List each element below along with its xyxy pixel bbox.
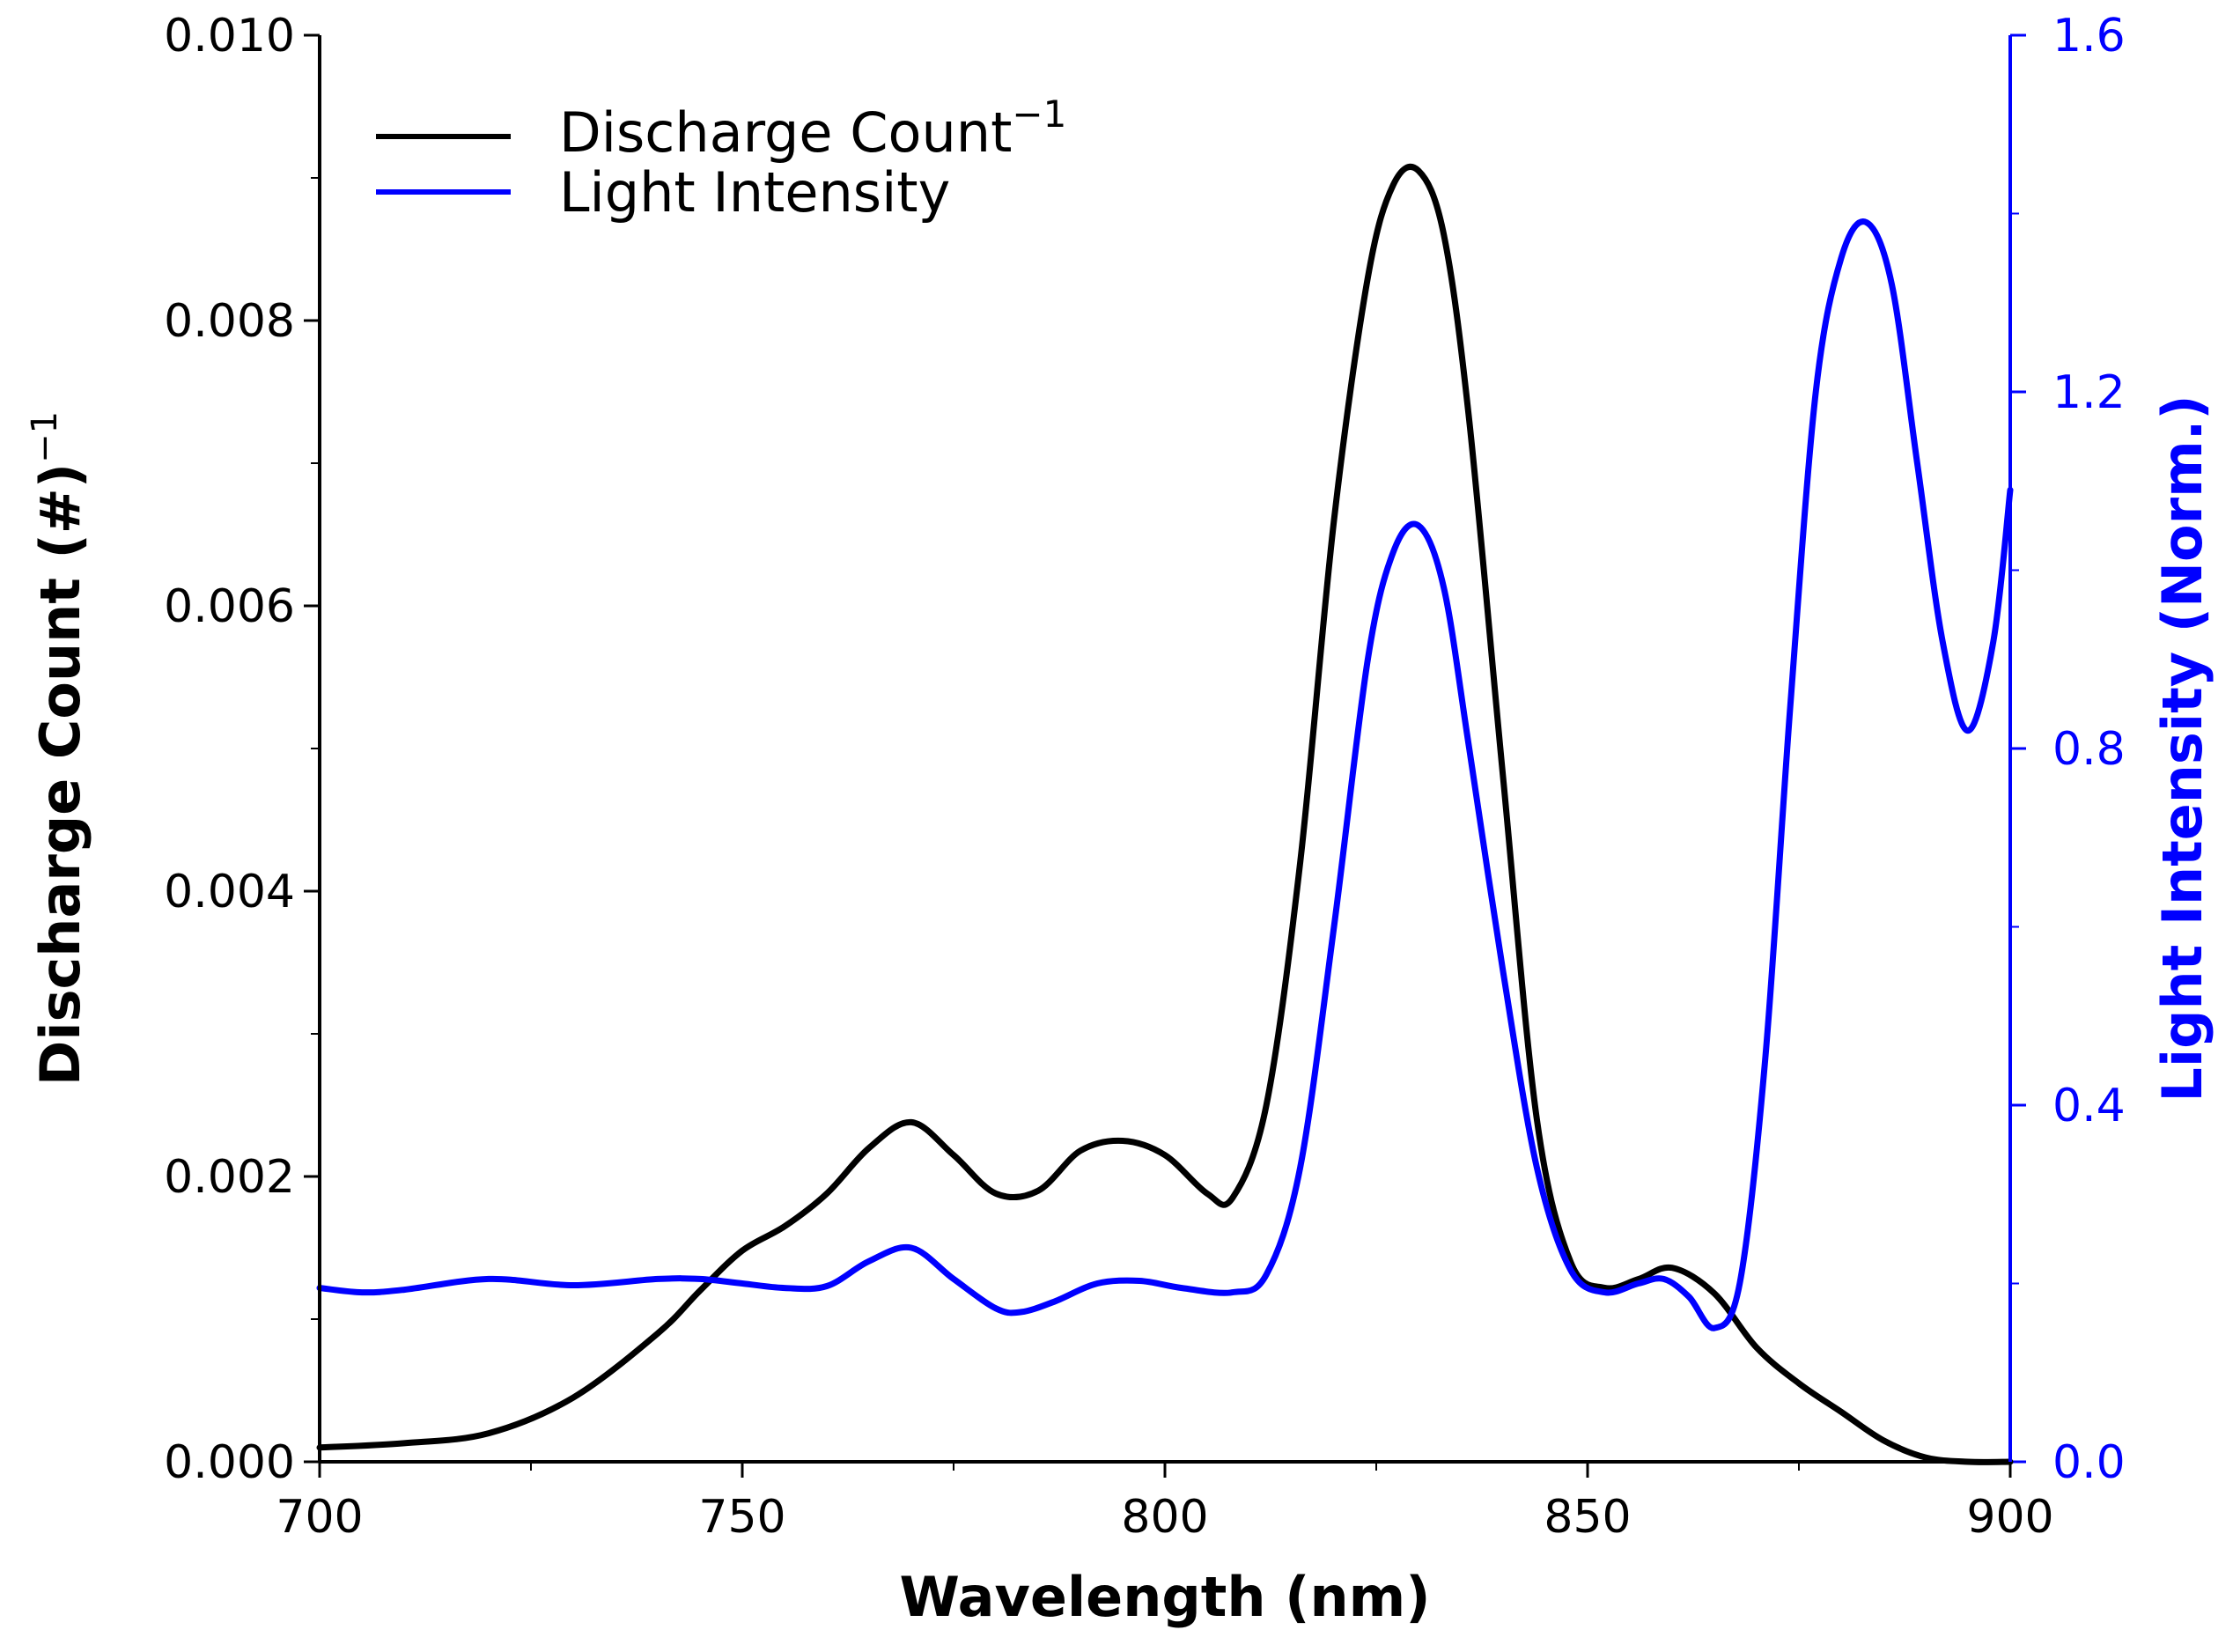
x-axis-ticks: 700 750 800 850 900 (276, 1462, 2054, 1544)
legend: Discharge Count−1 Light Intensity (376, 92, 1066, 225)
y-left-tick-label: 0.010 (164, 10, 295, 63)
y-left-tick-label: 0.002 (164, 1151, 295, 1204)
legend-label-light: Light Intensity (559, 160, 950, 225)
y-left-tick-label: 0.004 (164, 866, 295, 918)
legend-label-discharge: Discharge Count−1 (559, 92, 1066, 165)
y-left-axis-title-superscript: −1 (25, 411, 65, 463)
y-right-tick-label: 1.2 (2052, 366, 2126, 419)
y-right-axis-ticks: 0.0 0.4 0.8 1.2 1.6 (2010, 10, 2126, 1489)
y-right-tick-label: 0.0 (2052, 1436, 2126, 1489)
x-tick-label: 800 (1121, 1491, 1208, 1544)
y-right-tick-label: 0.4 (2052, 1080, 2126, 1132)
x-tick-label: 700 (276, 1491, 363, 1544)
legend-label-discharge-main: Discharge Count (559, 100, 1012, 165)
series-layer (316, 164, 2014, 1465)
x-tick-label: 900 (1966, 1491, 2053, 1544)
y-left-tick-label: 0.006 (164, 580, 295, 633)
y-left-axis-ticks: 0.000 0.002 0.004 0.006 0.008 0.010 (164, 10, 320, 1489)
x-tick-label: 750 (698, 1491, 785, 1544)
y-right-tick-label: 0.8 (2052, 723, 2126, 776)
x-axis-title: Wavelength (nm) (899, 1565, 1430, 1629)
legend-label-discharge-superscript: −1 (1012, 92, 1066, 136)
y-left-tick-label: 0.000 (164, 1436, 295, 1489)
y-left-axis-title: Discharge Count (#)−1 (25, 411, 92, 1086)
light-intensity-series-line (316, 218, 2014, 1331)
x-tick-label: 850 (1544, 1491, 1631, 1544)
y-left-tick-label: 0.008 (164, 295, 295, 348)
discharge-count-series-line (316, 164, 2014, 1465)
y-right-tick-label: 1.6 (2052, 10, 2126, 63)
y-right-axis-title: Light Intensity (Norm.) (2150, 395, 2215, 1102)
y-left-axis-title-main: Discharge Count (#) (28, 463, 92, 1086)
